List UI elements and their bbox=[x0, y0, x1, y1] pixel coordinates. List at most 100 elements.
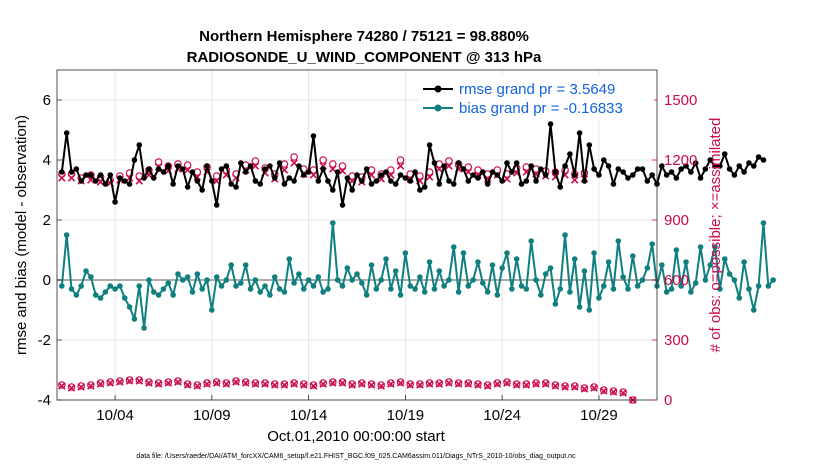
series-point-bias bbox=[659, 262, 665, 268]
series-point-bias bbox=[257, 289, 264, 295]
series-point-bias bbox=[557, 286, 564, 292]
series-point-bias bbox=[102, 289, 109, 295]
legend-label-rmse: rmse grand pr = 3.5649 bbox=[459, 81, 615, 98]
series-point-rmse bbox=[659, 163, 665, 169]
y-right-axis-label: # of obs: o=possible; ×=assimilated bbox=[707, 118, 724, 353]
obs-low-possible-point bbox=[87, 381, 95, 389]
series-point-rmse bbox=[388, 178, 394, 184]
obs-low-possible-point bbox=[193, 381, 202, 389]
obs-low-assimilated-point bbox=[503, 379, 511, 387]
series-point-bias bbox=[760, 220, 767, 226]
series-point-bias bbox=[286, 256, 293, 262]
series-point-bias bbox=[141, 325, 147, 331]
series-point-bias bbox=[509, 286, 515, 292]
series-point-bias bbox=[417, 274, 423, 280]
obs-low-possible-point bbox=[493, 379, 502, 387]
series-point-bias bbox=[121, 295, 128, 301]
obs-low-possible-point bbox=[309, 381, 318, 389]
obs-low-assimilated-point bbox=[212, 379, 221, 387]
series-point-bias bbox=[397, 292, 404, 298]
series-point-bias bbox=[518, 283, 525, 289]
series-point-rmse bbox=[450, 181, 457, 187]
series-point-rmse bbox=[692, 160, 699, 166]
series-point-rmse bbox=[296, 163, 302, 169]
obs-low-possible-point bbox=[232, 377, 240, 385]
series-point-rmse bbox=[68, 169, 75, 175]
obs-low-assimilated-point bbox=[270, 381, 279, 389]
obs-low-assimilated-point bbox=[387, 380, 395, 388]
series-point-bias bbox=[334, 277, 341, 283]
obs-low-assimilated-point bbox=[174, 378, 182, 386]
series-point-rmse bbox=[78, 178, 84, 184]
series-point-rmse bbox=[489, 169, 496, 175]
series-point-rmse bbox=[475, 175, 481, 181]
series-point-bias bbox=[668, 286, 675, 292]
obs-low-possible-point bbox=[406, 380, 415, 388]
obs-low-possible-point bbox=[609, 387, 618, 395]
series-point-rmse bbox=[107, 172, 114, 178]
series-point-rmse bbox=[59, 169, 65, 175]
obs-low-assimilated-point bbox=[290, 380, 298, 388]
y-right-tick-label-0: 0 bbox=[664, 392, 672, 409]
obs-low-assimilated-point bbox=[251, 380, 260, 388]
series-point-bias bbox=[407, 283, 414, 289]
series-point-bias bbox=[475, 259, 481, 265]
series-point-bias bbox=[571, 256, 578, 262]
series-point-rmse bbox=[170, 181, 176, 187]
y-left-tick-label-4: 4 bbox=[43, 152, 51, 169]
series-point-bias bbox=[726, 271, 733, 277]
series-point-rmse bbox=[736, 163, 743, 169]
obs-low-assimilated-point bbox=[570, 383, 579, 391]
obs-low-assimilated-point bbox=[483, 382, 492, 390]
series-point-bias bbox=[542, 271, 549, 277]
series-point-bias bbox=[450, 244, 457, 250]
y-right-tick-label-5: 1500 bbox=[664, 92, 697, 109]
series-point-rmse bbox=[373, 178, 380, 184]
series-point-rmse bbox=[213, 202, 220, 208]
series-point-bias bbox=[73, 292, 80, 298]
obs-low-possible-point bbox=[396, 378, 405, 386]
series-point-bias bbox=[88, 274, 94, 280]
series-point-rmse bbox=[421, 184, 428, 190]
series-point-rmse bbox=[760, 157, 767, 163]
series-point-rmse bbox=[755, 154, 762, 160]
obs-low-assimilated-point bbox=[551, 382, 560, 390]
series-point-bias bbox=[465, 283, 472, 289]
series-point-rmse bbox=[721, 151, 728, 157]
series-point-rmse bbox=[112, 199, 118, 205]
obs-low-possible-point bbox=[116, 377, 124, 385]
series-point-bias bbox=[271, 274, 278, 280]
series-point-bias bbox=[305, 277, 312, 283]
series-point-bias bbox=[363, 292, 370, 298]
obs-low-assimilated-point bbox=[425, 380, 434, 388]
series-point-rmse bbox=[668, 169, 675, 175]
series-point-bias bbox=[750, 307, 757, 313]
obs-possible-point bbox=[154, 158, 163, 166]
series-point-bias bbox=[238, 280, 244, 286]
series-point-bias bbox=[320, 289, 326, 295]
series-point-rmse bbox=[688, 169, 694, 175]
series-point-rmse bbox=[271, 175, 278, 181]
y-right-axis-ticks: 0 300 600 900 1200 1500 bbox=[652, 92, 697, 409]
obs-low-possible-point bbox=[522, 380, 531, 388]
series-point-bias bbox=[131, 316, 138, 322]
series-point-rmse bbox=[267, 163, 273, 169]
obs-low-possible-point bbox=[164, 378, 173, 386]
obs-low-possible-point bbox=[619, 388, 627, 396]
obs-low-assimilated-point bbox=[590, 384, 598, 392]
series-point-bias bbox=[586, 307, 593, 313]
series-point-rmse bbox=[625, 175, 631, 181]
obs-low-assimilated-point bbox=[541, 380, 550, 388]
series-point-bias bbox=[150, 289, 157, 295]
obs-low-possible-point bbox=[135, 376, 144, 384]
series-point-bias bbox=[547, 265, 554, 271]
series-point-bias bbox=[107, 283, 114, 289]
series-point-bias bbox=[649, 241, 655, 247]
series-point-rmse bbox=[426, 142, 433, 148]
obs-low-possible-point bbox=[212, 378, 221, 386]
obs-low-possible-point bbox=[416, 380, 424, 388]
series-point-bias bbox=[388, 286, 394, 292]
series-point-rmse bbox=[639, 166, 646, 172]
obs-low-possible-point bbox=[483, 381, 492, 389]
series-point-rmse bbox=[552, 169, 559, 175]
